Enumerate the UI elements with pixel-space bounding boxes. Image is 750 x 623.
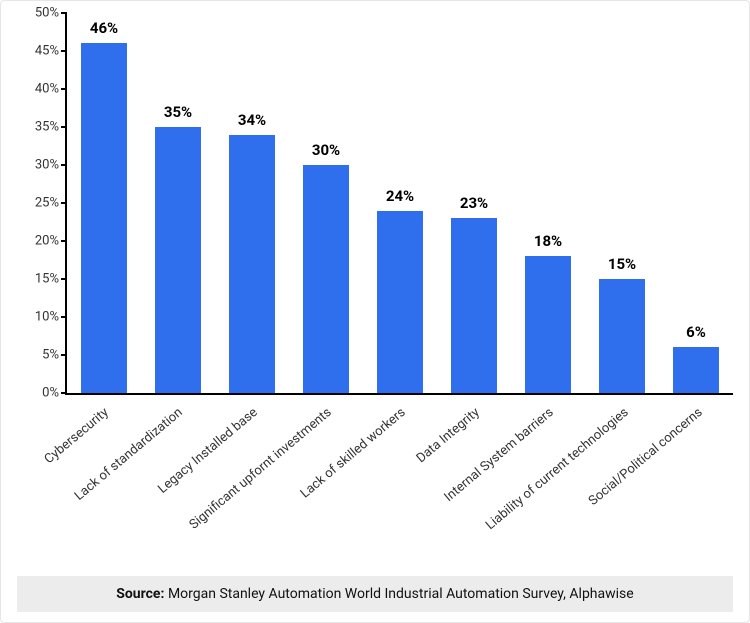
- x-label-slot: Lack of standardization: [139, 395, 213, 396]
- y-tick-label: 5%: [42, 348, 59, 363]
- x-label-slot: Internal System barriers: [510, 395, 584, 396]
- source-prefix: Source:: [116, 586, 164, 602]
- bar-value-label: 15%: [608, 255, 636, 273]
- bar-value-label: 35%: [164, 103, 192, 121]
- x-label-slot: Cybersecurity: [65, 395, 139, 396]
- source-bar: Source: Morgan Stanley Automation World …: [17, 576, 733, 612]
- bar: 35%: [155, 127, 201, 393]
- y-tick-label: 35%: [35, 120, 59, 135]
- y-tick-label: 40%: [35, 82, 59, 97]
- bar: 6%: [673, 347, 719, 393]
- bar-slot: 34%: [215, 13, 289, 393]
- bar: 46%: [81, 43, 127, 393]
- y-tick-label: 30%: [35, 158, 59, 173]
- x-label-slot: Legacy Installed base: [213, 395, 287, 396]
- bar-slot: 24%: [363, 13, 437, 393]
- chart-area: 0%5%10%15%20%25%30%35%40%45%50% 46%35%34…: [17, 13, 733, 568]
- x-label-slot: Liability of current technologies: [585, 395, 659, 396]
- x-axis-labels: CybersecurityLack of standardizationLega…: [65, 395, 733, 555]
- bar-value-label: 34%: [238, 111, 266, 129]
- bar-slot: 46%: [67, 13, 141, 393]
- bars-container: 46% 35% 34% 30% 24% 23% 18% 15% 6%: [67, 13, 733, 393]
- bar-slot: 18%: [511, 13, 585, 393]
- x-category-label: Liability of current technologies: [483, 405, 632, 533]
- bar-value-label: 46%: [90, 19, 118, 37]
- x-label-slot: Significant upfornt investments: [288, 395, 362, 396]
- y-tick-label: 0%: [42, 386, 59, 401]
- bar: 30%: [303, 165, 349, 393]
- chart-frame: 0% 5% 10% 15% 20% 25% 30% 35% 40% 45% 50% 46% 35% 34…: [0, 0, 750, 623]
- x-label-slot: Social/Political concerns: [659, 395, 733, 396]
- bar: 23%: [451, 218, 497, 393]
- bar-value-label: 23%: [460, 194, 488, 212]
- bar-value-label: 18%: [534, 232, 562, 250]
- y-tick-label: 15%: [35, 272, 59, 287]
- bar-slot: 15%: [585, 13, 659, 393]
- bar-slot: 6%: [659, 13, 733, 393]
- bar-slot: 23%: [437, 13, 511, 393]
- plot-column: 46% 35% 34% 30% 24% 23% 18% 15% 6% Cybersecurity…: [65, 13, 733, 568]
- source-text: Morgan Stanley Automation World Industri…: [168, 586, 634, 602]
- bar-slot: 30%: [289, 13, 363, 393]
- bar-value-label: 24%: [386, 187, 414, 205]
- bar: 24%: [377, 211, 423, 393]
- plot-region: 46% 35% 34% 30% 24% 23% 18% 15% 6%: [65, 13, 733, 395]
- x-label-slot: Lack of skilled workers: [362, 395, 436, 396]
- y-tick-label: 25%: [35, 196, 59, 211]
- x-label-slot: Data Integrity: [436, 395, 510, 396]
- y-tick-label: 20%: [35, 234, 59, 249]
- bar-value-label: 30%: [312, 141, 340, 159]
- bar: 34%: [229, 135, 275, 393]
- x-category-label: Significant upfornt investments: [186, 405, 334, 533]
- x-category-label: Cybersecurity: [42, 405, 112, 467]
- y-tick-label: 45%: [35, 44, 59, 59]
- y-tick-label: 10%: [35, 310, 59, 325]
- bar-slot: 35%: [141, 13, 215, 393]
- y-tick-label: 50%: [35, 6, 59, 21]
- bar: 18%: [525, 256, 571, 393]
- bar: 15%: [599, 279, 645, 393]
- bar-value-label: 6%: [686, 323, 706, 341]
- y-axis: 0%5%10%15%20%25%30%35%40%45%50%: [17, 13, 65, 393]
- x-category-label: Data Integrity: [414, 405, 483, 466]
